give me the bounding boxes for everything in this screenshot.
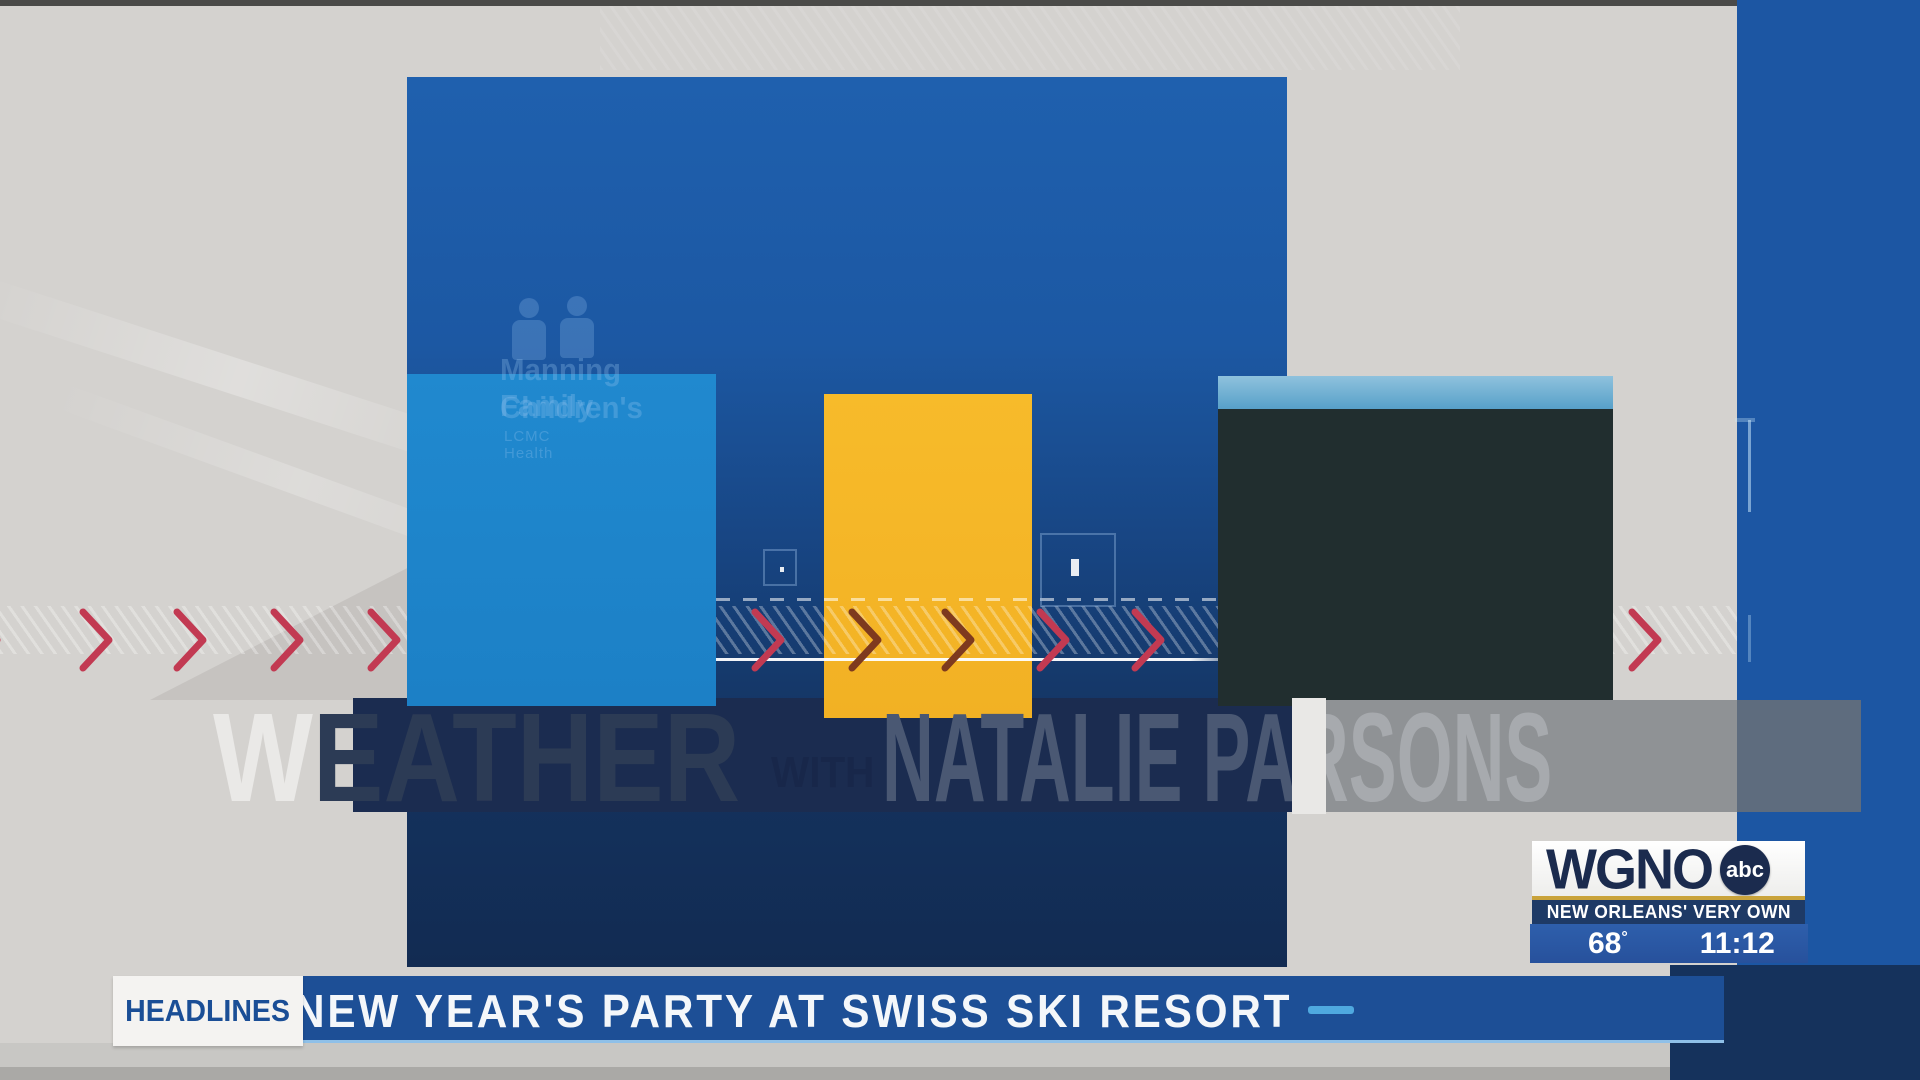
chevron-arrow-icon [367,608,401,672]
bug-weather-time-bar: 68° 11:12 [1530,924,1808,963]
white-horizontal-line [700,658,1256,661]
ticker-underlay-strip [0,1043,1670,1067]
band-vertical-line [1748,420,1751,512]
presenter-name: NATALIE PARSONS [882,695,1552,825]
white-wipe-strip [1292,698,1326,814]
chevron-arrow-icon [79,608,113,672]
child-figure-icon [560,296,594,358]
band-vertical-line [1748,615,1751,662]
outline-square-small [763,549,797,586]
weather-title-bar [353,698,1292,812]
chevron-arrow-icon [848,608,882,672]
bug-gold-divider [1532,896,1805,900]
station-bug: WGNO abc NEW ORLEANS' VERY OWN 68° 11:12 [1530,841,1808,963]
weather-title: WEATHER [213,695,740,825]
sponsor-line1: Manning Family [500,352,622,423]
headlines-label: HEADLINES [125,993,291,1028]
with-label: WITH [771,748,875,797]
outline-square-large [1040,533,1116,607]
background-hatch-texture [600,0,1460,70]
ticker-separator-dash [1308,1006,1354,1014]
abc-network-label: abc [1726,856,1764,882]
band-horizontal-tick [1735,418,1755,422]
station-call-letters: WGNO [1546,838,1714,901]
top-letterbox-bar [0,0,1737,6]
clock-readout: 11:12 [1699,926,1775,960]
chevron-arrow-icon [751,608,785,672]
chevron-arrow-icon [270,608,304,672]
presenter-name-left: NATALIE PA [882,687,1297,828]
chevron-arrow-icon [173,608,207,672]
bug-tagline-text: NEW ORLEANS' VERY OWN [1546,901,1791,922]
ticker-underlay-strip-dark [0,1067,1670,1080]
chevron-arrow-icon [0,638,1,642]
weather-title-rest: EATHER [312,687,741,828]
child-figure-icon [512,298,546,360]
presenter-name-right: RSONS [1296,687,1553,828]
chevron-arrow-icon [1628,608,1662,672]
ticker-bar: NEW YEAR'S PARTY AT SWISS SKI RESORT [303,976,1724,1043]
abc-network-logo: abc [1719,844,1770,895]
degree-symbol: ° [1621,928,1628,946]
temperature-readout: 68° [1588,926,1628,960]
chevron-arrow-icon [1131,608,1165,672]
light-blue-transition-box [407,374,716,706]
station-bug-logo-plate: WGNO abc [1532,841,1805,898]
chevron-arrow-icon [941,608,975,672]
sponsor-line2: Children's [500,390,643,425]
sponsor-line3: LCMC Health [504,428,554,462]
ticker-headline: NEW YEAR'S PARTY AT SWISS SKI RESORT [303,985,1293,1037]
white-dashed-line [716,598,1216,601]
chevron-arrow-icon [1036,608,1070,672]
gray-wipe-panel [1326,700,1861,812]
bug-tagline-bar: NEW ORLEANS' VERY OWN [1532,900,1805,924]
weather-title-w: W [213,687,313,828]
dark-teal-transition-box [1218,376,1613,706]
dark-box-header-strip [1218,376,1613,409]
headlines-label-box: HEADLINES [113,976,303,1046]
